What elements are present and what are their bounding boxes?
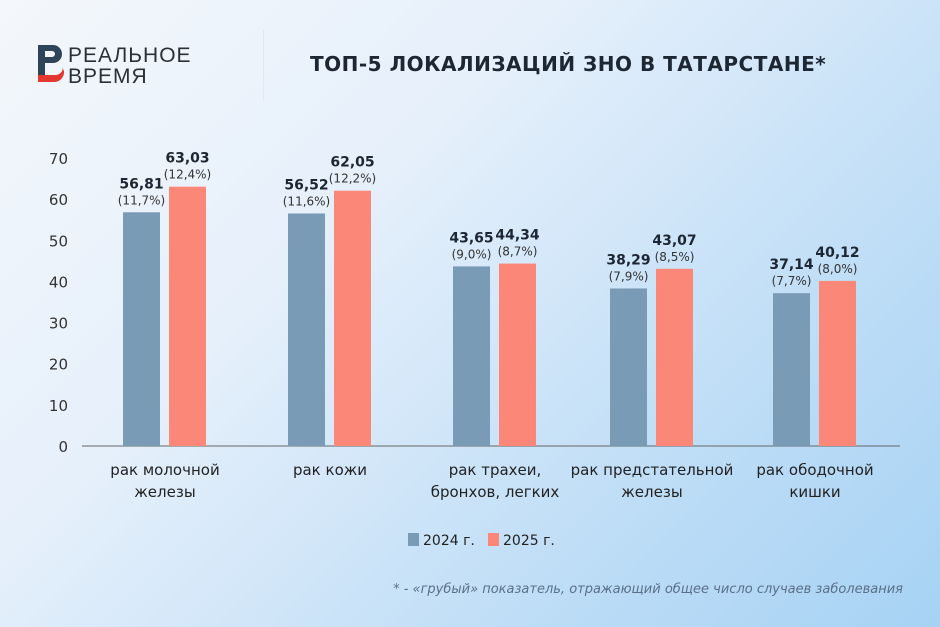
- share-label: (11,6%): [283, 194, 330, 208]
- share-label: (9,0%): [452, 247, 492, 261]
- divider: [263, 30, 264, 100]
- x-category-label: рак молочной: [110, 461, 219, 479]
- legend-swatch: [408, 533, 419, 546]
- data-label: 56,52: [284, 177, 328, 193]
- data-label: 40,12: [815, 245, 859, 261]
- y-tick-label: 20: [49, 356, 68, 374]
- legend-swatch: [488, 533, 499, 546]
- y-tick-label: 70: [49, 150, 68, 168]
- legend-label: 2024 г.: [423, 533, 475, 549]
- bar-2024: [123, 212, 160, 446]
- y-tick-label: 40: [49, 273, 68, 291]
- bar-2024: [610, 288, 647, 446]
- share-label: (7,9%): [609, 269, 649, 283]
- data-label: 62,05: [330, 155, 374, 171]
- logo-line1: РЕАЛЬНОЕ: [68, 44, 192, 67]
- x-category-label: рак кожи: [293, 461, 367, 479]
- x-category-label: рак трахеи,: [449, 461, 542, 479]
- data-label: 43,65: [449, 230, 493, 246]
- bar-2024: [453, 266, 490, 446]
- share-label: (8,7%): [498, 245, 538, 259]
- bar-2025: [656, 268, 693, 446]
- legend-label: 2025 г.: [503, 533, 555, 549]
- bar-2025: [819, 280, 856, 446]
- share-label: (8,5%): [655, 250, 695, 264]
- x-category-label: железы: [621, 483, 682, 501]
- share-label: (11,7%): [118, 193, 165, 207]
- bar-2024: [288, 213, 325, 446]
- x-category-label: рак предстательной: [571, 461, 734, 479]
- y-tick-label: 60: [49, 191, 68, 209]
- share-label: (7,7%): [772, 274, 812, 288]
- x-category-label: рак ободочной: [756, 461, 873, 479]
- data-label: 63,03: [165, 151, 209, 167]
- y-tick-label: 10: [49, 397, 68, 415]
- chart-title: ТОП-5 ЛОКАЛИЗАЦИЙ ЗНО В ТАТАРСТАНЕ*: [310, 52, 827, 76]
- data-label: 37,14: [769, 257, 814, 273]
- x-category-label: железы: [134, 483, 195, 501]
- bar-2025: [334, 190, 371, 446]
- y-tick-label: 0: [58, 438, 68, 456]
- x-category-label: бронхов, легких: [431, 483, 560, 501]
- logo-line2: ВРЕМЯ: [68, 65, 148, 88]
- data-label: 56,81: [119, 176, 163, 192]
- footnote: * - «грубый» показатель, отражающий обще…: [393, 582, 903, 597]
- logo-icon: [38, 45, 64, 82]
- bar-2024: [773, 293, 810, 446]
- data-label: 43,07: [652, 233, 696, 249]
- bar-2025: [169, 186, 206, 446]
- data-label: 44,34: [495, 228, 540, 244]
- bar-2025: [499, 263, 536, 446]
- y-tick-label: 50: [49, 232, 68, 250]
- x-category-label: кишки: [789, 483, 840, 501]
- share-label: (12,2%): [329, 172, 376, 186]
- data-label: 38,29: [606, 252, 650, 268]
- share-label: (8,0%): [818, 262, 858, 276]
- y-tick-label: 30: [49, 315, 68, 333]
- share-label: (12,4%): [164, 168, 211, 182]
- logo-text: РЕАЛЬНОЕ ВРЕМЯ: [68, 45, 192, 87]
